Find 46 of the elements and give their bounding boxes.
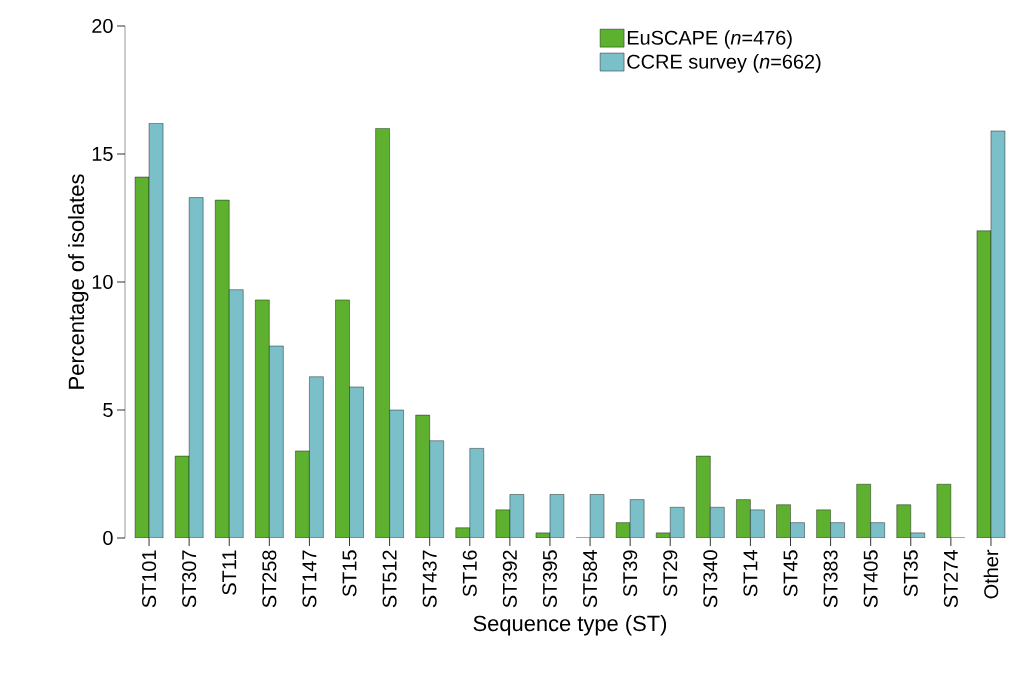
x-tick-label: ST45 [783, 550, 798, 597]
x-tick-label: ST383 [823, 550, 838, 608]
x-tick-label: ST147 [302, 550, 317, 608]
y-tick-label: 20 [92, 18, 113, 34]
x-tick-label: ST101 [142, 550, 157, 608]
x-tick-label: Other [983, 549, 999, 599]
x-tick-label: ST395 [542, 550, 558, 608]
x-tick-label: ST11 [222, 550, 237, 595]
x-axis-title: Sequence type (ST) [473, 615, 667, 636]
y-tick-label: 10 [92, 274, 113, 290]
bar [375, 128, 390, 538]
y-axis-title: Percentage of isolates [68, 174, 89, 389]
x-tick-label: ST35 [903, 550, 918, 597]
bar [295, 450, 310, 538]
x-tick-label: ST14 [743, 550, 758, 597]
bar [856, 484, 871, 538]
bar [335, 299, 350, 538]
y-tick-label: 0 [103, 530, 113, 546]
x-tick-label: ST437 [422, 550, 437, 608]
bar [255, 299, 270, 538]
bar [415, 414, 430, 538]
bar [309, 376, 324, 538]
x-tick-label: ST584 [583, 550, 598, 608]
x-tick-label: ST512 [382, 550, 397, 608]
x-tick-label: ST274 [943, 550, 958, 608]
x-tick-label: ST15 [342, 550, 357, 597]
x-tick-label: ST392 [502, 550, 517, 608]
bar [429, 440, 444, 538]
y-tick-label: 15 [92, 147, 113, 161]
x-tick-label: ST258 [262, 550, 277, 608]
bar [229, 289, 244, 538]
x-tick-label: ST307 [182, 550, 197, 608]
bar [269, 345, 284, 538]
x-tick-label: ST340 [703, 550, 718, 608]
bar [349, 386, 364, 538]
x-tick-label: ST16 [462, 550, 477, 597]
x-tick-label: ST39 [623, 550, 638, 597]
x-tick-label: ST405 [863, 550, 878, 608]
bar [215, 200, 230, 538]
y-tick-label: 5 [103, 403, 113, 417]
x-tick-label: ST29 [663, 550, 678, 597]
legend-label: CCRE survey (n=662) [627, 54, 821, 73]
bar [389, 409, 404, 538]
legend-label: EuSCAPE (n=476) [627, 30, 792, 49]
bar [469, 448, 484, 538]
bar [696, 455, 711, 538]
